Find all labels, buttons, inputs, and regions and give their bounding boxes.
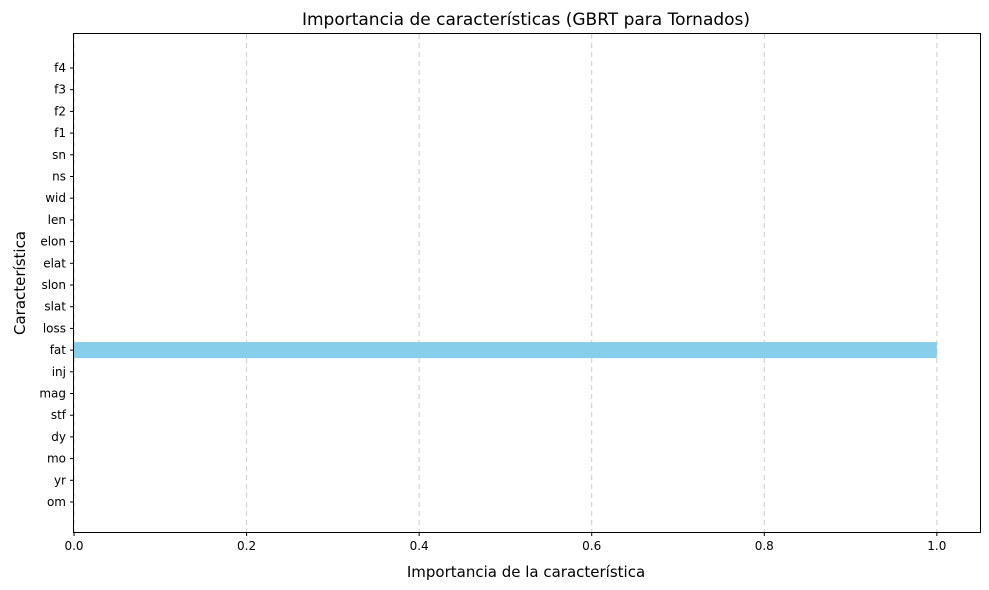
x-tick-label: 0.0 <box>64 539 83 553</box>
x-axis-ticks: 0.0 0.2 0.4 0.6 0.8 1.0 <box>64 532 946 553</box>
x-tick-label: 0.6 <box>582 539 601 553</box>
y-tick-label-dy: dy <box>51 430 66 444</box>
y-tick-label-yr: yr <box>54 473 66 487</box>
y-axis-ticks: om yr mo dy stf mag inj fat loss slat slon elat elon… <box>39 61 74 509</box>
x-tick-label: 0.4 <box>410 539 429 553</box>
y-tick-label-loss: loss <box>43 321 66 335</box>
bar-fat <box>74 342 937 359</box>
y-tick-label-len: len <box>48 213 66 227</box>
bar-layer <box>74 342 937 359</box>
x-tick-label: 0.8 <box>755 539 774 553</box>
x-axis-label: Importancia de la característica <box>407 563 645 581</box>
y-tick-label-elat: elat <box>43 256 66 270</box>
y-axis-label: Característica <box>11 231 29 335</box>
plot-frame <box>73 33 981 533</box>
chart-title: Importancia de características (GBRT par… <box>302 10 750 30</box>
y-tick-label-wid: wid <box>45 191 66 205</box>
grid-layer <box>73 34 938 532</box>
y-tick-label-om: om <box>47 495 66 509</box>
x-tick-label: 0.2 <box>237 539 256 553</box>
y-tick-label-elon: elon <box>40 235 66 249</box>
y-tick-label-fat: fat <box>50 343 67 357</box>
y-tick-label-f2: f2 <box>54 104 66 118</box>
y-tick-label-f3: f3 <box>54 83 66 97</box>
y-tick-label-inj: inj <box>52 365 66 379</box>
y-tick-label-f1: f1 <box>54 126 66 140</box>
y-tick-label-slon: slon <box>41 278 66 292</box>
y-tick-label-stf: stf <box>51 408 67 422</box>
y-tick-label-mo: mo <box>47 452 66 466</box>
y-tick-label-f4: f4 <box>54 61 66 75</box>
x-tick-label: 1.0 <box>927 539 946 553</box>
y-tick-label-sn: sn <box>52 148 66 162</box>
y-tick-label-ns: ns <box>52 170 66 184</box>
y-tick-label-slat: slat <box>44 300 66 314</box>
y-tick-label-mag: mag <box>39 387 66 401</box>
